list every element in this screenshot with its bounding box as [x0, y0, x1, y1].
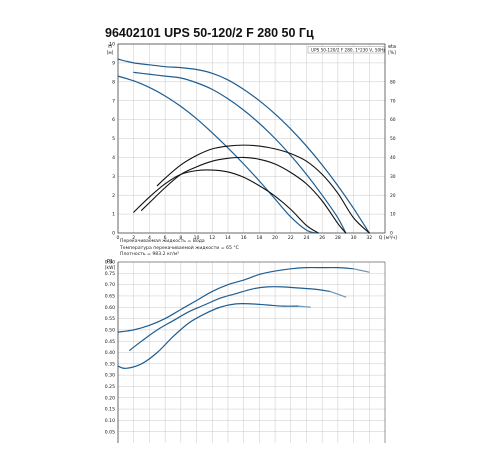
- y-tick-label: 8: [112, 79, 115, 85]
- y2-tick-label: 20: [390, 193, 396, 199]
- y-tick-label: 4: [112, 155, 115, 161]
- x-tick-label: 26: [319, 235, 325, 241]
- page-title: 96402101 UPS 50-120/2 F 280 50 Гц: [105, 26, 314, 40]
- power-curve-2: [352, 268, 370, 273]
- y-tick-label: 1: [112, 212, 115, 218]
- note-density: Плотность = 983.2 кг/м³: [120, 252, 180, 258]
- y-tick-label: 0.80: [105, 260, 115, 266]
- x-tick-label: 28: [335, 235, 341, 241]
- y-tick-label: 0.05: [105, 429, 115, 435]
- plot-frame: [117, 43, 386, 234]
- x-tick-label: 0: [117, 235, 120, 241]
- efficiency-curve-5: [141, 156, 347, 234]
- x-tick-label: 24: [304, 235, 310, 241]
- y2-tick-label: 30: [390, 174, 396, 180]
- y2-tick-label: 0: [390, 231, 393, 237]
- y-tick-label: 0: [112, 231, 115, 237]
- y2-tick-label: 50: [390, 136, 396, 142]
- y-tick-label: 0.30: [105, 373, 115, 379]
- power-curve-4: [329, 290, 347, 298]
- head-curve-3: [117, 75, 317, 234]
- y-tick-label: 0.60: [105, 305, 115, 311]
- note-fluid: Перекачиваемая жидкость = Вода: [120, 239, 205, 244]
- y-tick-label: 0.10: [105, 418, 115, 424]
- y-tick-label: 0.45: [105, 339, 115, 345]
- x-tick-label: 2: [132, 235, 135, 241]
- y-tick-label: 0.25: [105, 384, 115, 390]
- x-tick-label: 22: [288, 235, 294, 241]
- y-tick-label: 0.75: [105, 271, 115, 277]
- y-axis-unit: [м]: [107, 50, 114, 56]
- y-axis-label: H: [108, 44, 112, 50]
- x-tick-label: 10: [194, 235, 200, 241]
- power-chart: P1[kW] 0.05 0.10 0.15 0.20 0.25 0.30 0.35 0.40 0.…: [105, 259, 386, 443]
- power-curve-6: [298, 305, 311, 308]
- y-tick-label: 0.65: [105, 294, 115, 300]
- fluid-notes: Перекачиваемая жидкость = Вода Температу…: [120, 239, 239, 259]
- efficiency-curve-6: [133, 169, 319, 234]
- x-tick-label: 18: [256, 235, 262, 241]
- y2-tick-label: 60: [390, 117, 396, 123]
- power-curve-3: [129, 286, 331, 351]
- y-tick-label: 3: [112, 174, 115, 180]
- y-tick-label: 0.50: [105, 327, 115, 333]
- x-tick-label: 20: [272, 235, 278, 241]
- legend-box: [307, 46, 385, 54]
- y-tick-label: 6: [112, 117, 115, 123]
- y2-tick-label: 10: [390, 212, 396, 218]
- y-tick-label: 5: [112, 136, 115, 142]
- efficiency-curve-4: [156, 144, 370, 234]
- y-tick-label: 7: [112, 98, 115, 104]
- x-tick-label: 6: [164, 235, 167, 241]
- x-axis-label: Q [м³/ч]: [379, 235, 397, 241]
- x-tick-label: 30: [351, 235, 357, 241]
- y-tick-label: 2: [112, 193, 115, 199]
- head-curve-2: [133, 71, 347, 234]
- y-tick-label: 10: [109, 42, 115, 48]
- y-tick-label: 0.70: [105, 282, 115, 288]
- x-tick-label: 4: [148, 235, 151, 241]
- note-temperature: Температура перекачиваемой жидкости = 65…: [120, 245, 239, 251]
- head-efficiency-chart: H[м]eta[%]0 2 4 6 8 10 12 14 16 18 20 22 24 26 28 30 32 Q…: [107, 42, 398, 241]
- y-axis-unit: [kW]: [105, 265, 116, 271]
- y-tick-label: 0.55: [105, 316, 115, 322]
- y2-tick-label: 80: [390, 79, 396, 85]
- y-axis-label: P1: [107, 259, 113, 265]
- x-tick-label: 16: [241, 235, 247, 241]
- x-tick-label: 8: [179, 235, 182, 241]
- y-tick-label: 9: [112, 61, 115, 67]
- x-tick-label: 14: [225, 235, 231, 241]
- y-tick-label: 0.40: [105, 350, 115, 356]
- y-tick-label: 0.15: [105, 407, 115, 413]
- head-curve-1: [117, 58, 370, 234]
- legend-text: UPS 50-120/2 F 280, 1*230 V, 50Hz: [311, 48, 386, 53]
- power-curve-1: [117, 266, 355, 333]
- y2-axis-label: eta: [388, 44, 396, 50]
- y-tick-label: 0.35: [105, 361, 115, 367]
- y2-tick-label: 70: [390, 98, 396, 104]
- y2-tick-label: 40: [390, 155, 396, 161]
- y-tick-label: 0.20: [105, 395, 115, 401]
- x-tick-label: 12: [209, 235, 215, 241]
- y2-axis-unit: [%]: [388, 50, 396, 56]
- x-tick-label: 32: [366, 235, 372, 241]
- power-curve-5: [117, 302, 300, 369]
